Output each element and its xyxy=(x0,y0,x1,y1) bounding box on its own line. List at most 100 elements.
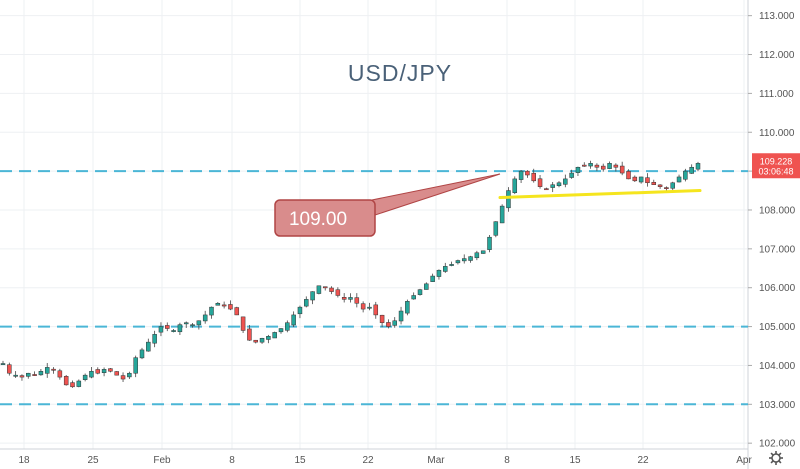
gear-ring xyxy=(771,453,781,463)
gear-tooth xyxy=(778,460,782,464)
candle-body xyxy=(114,371,119,376)
candle-body xyxy=(563,178,568,185)
candle-body xyxy=(259,337,265,343)
candle-body xyxy=(373,304,379,316)
candle-body xyxy=(550,184,555,188)
candle-body xyxy=(316,285,322,294)
candle-body xyxy=(13,374,18,377)
y-tick-label: 106.000 xyxy=(759,283,796,294)
candle-body xyxy=(600,165,606,170)
callout-label: 109.00 xyxy=(289,209,347,230)
candle-body xyxy=(348,297,353,300)
candle-body xyxy=(63,376,69,386)
candle-body xyxy=(670,182,675,189)
y-tick-label: 111.000 xyxy=(759,89,794,100)
candle-body xyxy=(51,368,56,371)
candle-body xyxy=(651,181,657,185)
candle-body xyxy=(405,301,410,314)
x-tick-label: Apr xyxy=(736,455,752,466)
candle-body xyxy=(461,258,467,262)
candle-body xyxy=(101,369,107,373)
candle-body xyxy=(202,314,208,322)
x-tick-label: 15 xyxy=(294,455,306,466)
candle-body xyxy=(89,371,94,378)
candle-body xyxy=(70,382,75,388)
candle-body xyxy=(183,322,189,325)
y-tick-label: 107.000 xyxy=(759,244,796,255)
candle-body xyxy=(417,289,423,295)
support-trendline xyxy=(498,189,702,200)
candle-body xyxy=(228,304,233,310)
candle-body xyxy=(645,177,650,184)
chart-title: USD/JPY xyxy=(348,60,452,86)
candle-body xyxy=(82,374,88,380)
candle-body xyxy=(626,171,631,180)
candle-body xyxy=(310,291,315,301)
candle-body xyxy=(544,188,549,191)
candle-body xyxy=(499,205,505,224)
candle-body xyxy=(525,170,530,176)
y-tick-label: 112.000 xyxy=(759,50,795,61)
candle-body xyxy=(386,322,391,327)
candle-body xyxy=(95,369,101,374)
candle-body xyxy=(664,187,669,190)
candle-body xyxy=(76,380,82,387)
candle-body xyxy=(424,283,429,290)
x-tick-label: Mar xyxy=(427,455,445,466)
last-price-box xyxy=(752,153,800,179)
candle-body xyxy=(588,163,593,167)
candle-body xyxy=(209,306,214,316)
candle-body xyxy=(247,328,252,341)
candle-body xyxy=(683,170,688,180)
candle-body xyxy=(120,375,126,380)
candle-body xyxy=(278,328,284,333)
candle-body xyxy=(152,334,157,344)
candle-body xyxy=(133,357,138,374)
x-tick-label: 18 xyxy=(18,455,30,466)
candle-body xyxy=(582,164,587,167)
candle-body xyxy=(177,324,183,333)
candle-body xyxy=(291,314,296,326)
candle-body xyxy=(7,364,12,374)
price-callout: 109.00 xyxy=(274,173,501,237)
candle-body xyxy=(657,184,663,187)
y-tick-label: 102.000 xyxy=(759,439,796,450)
gear-icon[interactable] xyxy=(769,451,783,465)
candle-body xyxy=(455,260,461,264)
candle-body xyxy=(594,164,600,168)
candle-body xyxy=(436,269,442,277)
candle-body xyxy=(487,236,492,250)
candle-body xyxy=(537,178,543,187)
candle-body xyxy=(297,306,303,315)
x-tick-label: 15 xyxy=(569,455,581,466)
candle-body xyxy=(575,166,581,173)
candle-body xyxy=(360,303,366,310)
candle-body xyxy=(607,163,612,169)
y-tick-label: 108.000 xyxy=(759,205,796,216)
candle-body xyxy=(411,295,416,300)
y-axis: 113.000112.000111.000110.000109.000108.0… xyxy=(748,11,796,450)
candle-body xyxy=(221,304,227,307)
x-tick-label: 8 xyxy=(504,455,510,466)
x-tick-label: 8 xyxy=(229,455,235,466)
candle-body xyxy=(341,297,347,300)
trendline xyxy=(498,189,702,200)
candle-body xyxy=(480,250,486,254)
candle-body xyxy=(240,316,246,331)
candle-body xyxy=(0,363,6,365)
candle-body xyxy=(335,289,341,296)
candle-body xyxy=(44,367,50,374)
candle-body xyxy=(196,320,202,326)
y-tick-label: 103.000 xyxy=(759,400,796,411)
candle-body xyxy=(695,163,701,170)
candle-body xyxy=(569,172,574,178)
candle-body xyxy=(689,166,694,174)
candle-body xyxy=(518,170,524,180)
horizontal-levels xyxy=(0,170,748,406)
candle-body xyxy=(139,349,145,359)
candle-body xyxy=(19,375,25,378)
callout-box xyxy=(274,199,376,237)
